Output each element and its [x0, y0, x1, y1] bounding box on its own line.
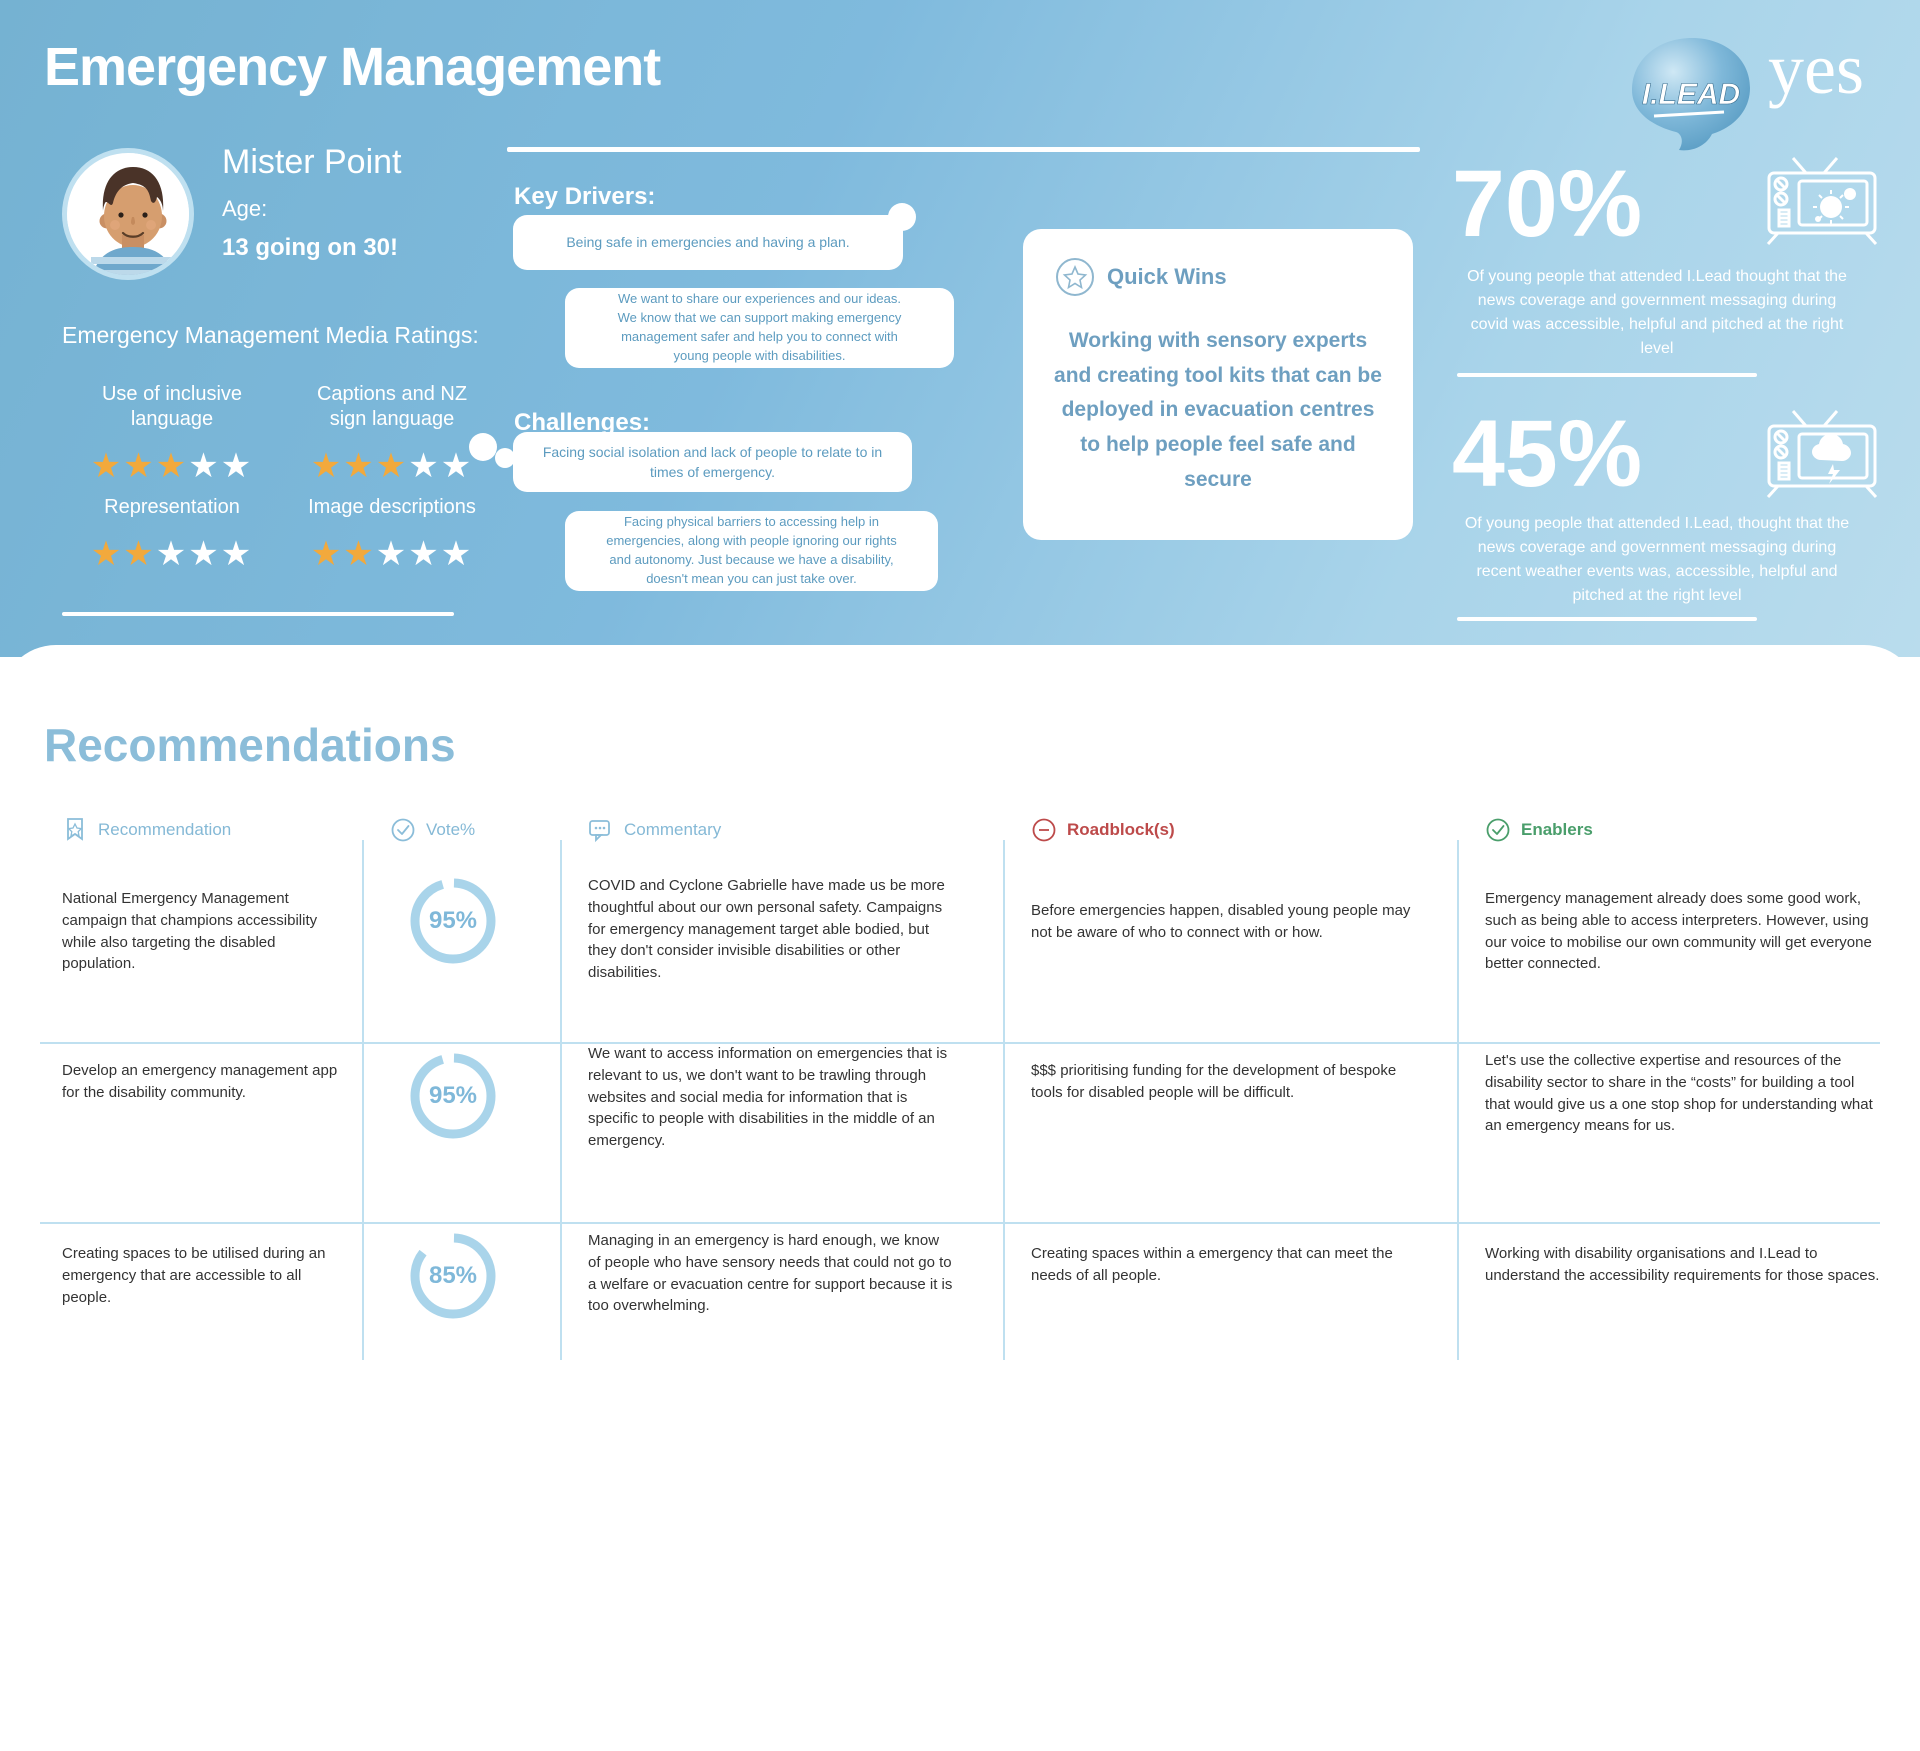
svg-text:I.LEAD: I.LEAD	[1642, 78, 1740, 111]
